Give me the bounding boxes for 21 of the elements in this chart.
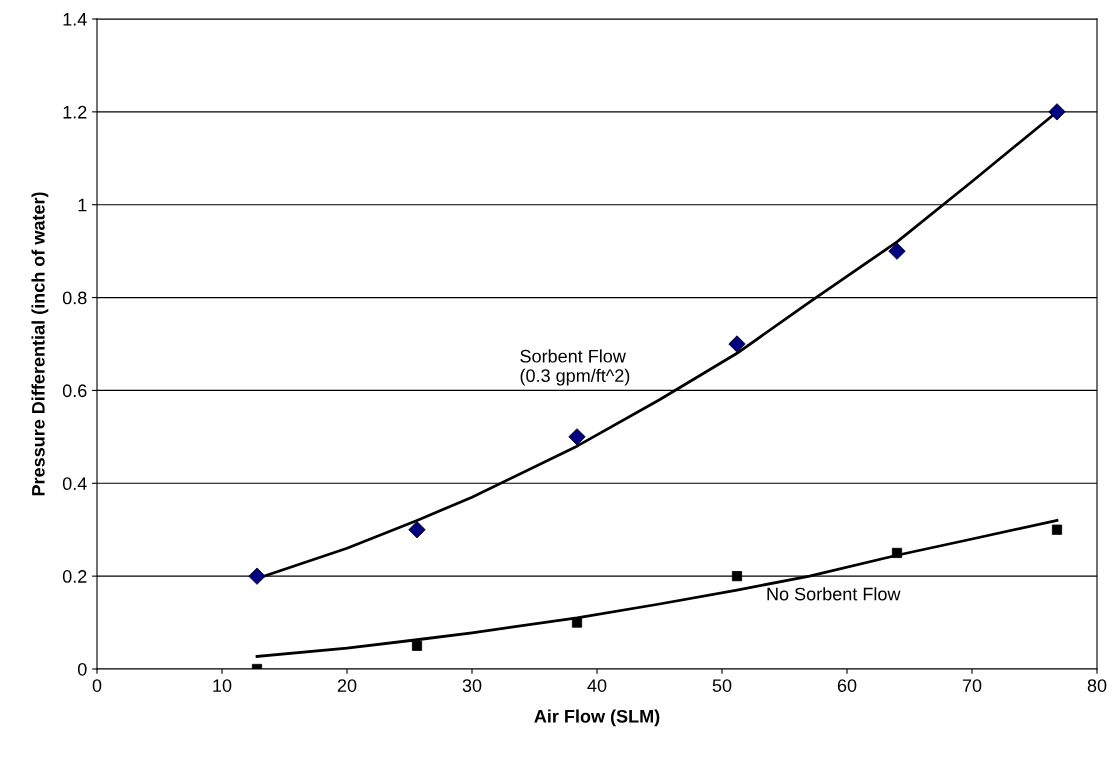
y-tick-label: 0.4: [62, 477, 87, 491]
y-tick-label: 1: [78, 198, 87, 212]
y-tick-label: 1.2: [63, 105, 87, 119]
y-tick-label: 0.2: [62, 570, 87, 583]
x-tick-label: 40: [587, 679, 607, 692]
y-axis-title: Pressure Differential (inch of water): [31, 192, 49, 496]
x-tick-label: 70: [962, 679, 982, 692]
annotation: Sorbent Flow (0.3 gpm/ft^2): [520, 349, 630, 386]
annotation: No Sorbent Flow: [767, 587, 901, 601]
y-tick-label: 0.8: [62, 291, 87, 305]
x-tick-label: 60: [837, 679, 857, 692]
x-tick-label: 0: [92, 679, 102, 692]
x-tick-label: 20: [337, 679, 357, 692]
y-tick-label: 0: [77, 662, 87, 676]
y-tick-label: 0.6: [62, 384, 87, 398]
x-axis-title: Air Flow (SLM): [534, 709, 660, 727]
x-tick-label: 10: [213, 679, 232, 692]
y-tick-label: 1.4: [63, 13, 87, 26]
x-tick-label: 30: [462, 679, 482, 692]
x-tick-label: 50: [712, 679, 732, 692]
x-tick-label: 80: [1087, 679, 1107, 692]
